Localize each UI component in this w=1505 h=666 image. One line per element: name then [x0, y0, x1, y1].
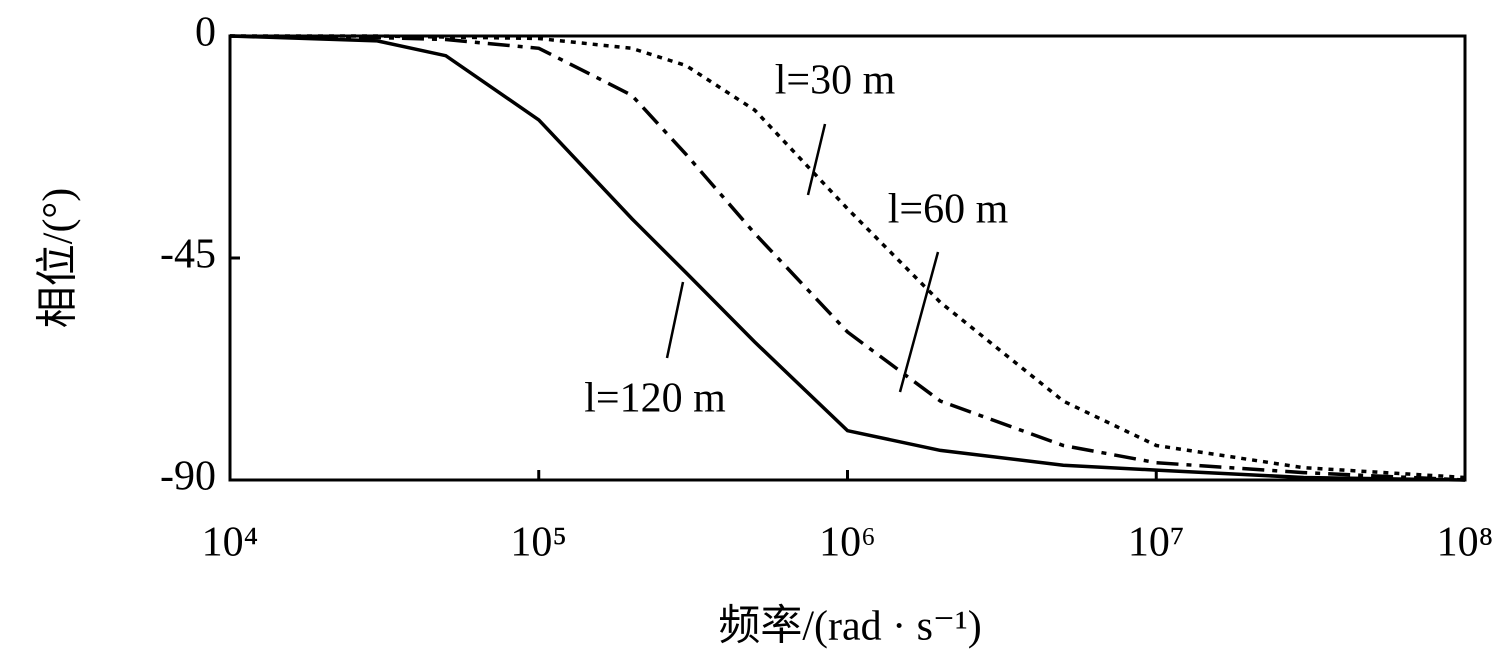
y-tick-label: 0: [195, 10, 216, 56]
x-tick-label: 10⁸: [1437, 520, 1494, 566]
x-tick-label: 10⁴: [202, 520, 259, 566]
series-annotation: l=60 m: [888, 187, 1009, 233]
leader-line: [898, 251, 940, 393]
x-tick-label: 10⁶: [819, 520, 876, 566]
x-tick-label: 10⁷: [1128, 520, 1185, 566]
leader-line: [806, 123, 827, 196]
y-tick-label: -45: [160, 232, 216, 278]
y-tick-label: -90: [160, 454, 216, 500]
x-axis-label: 频率/(rad · s⁻¹): [718, 603, 981, 650]
series-line: [229, 34, 1466, 482]
x-tick-label: 10⁵: [510, 520, 567, 566]
leader-line: [665, 281, 685, 359]
y-axis-label: 相位/(°): [35, 188, 82, 328]
series-line: [230, 34, 1466, 480]
series-annotation: l=120 m: [584, 376, 726, 422]
series-annotation: l=30 m: [775, 58, 896, 104]
series-line: [229, 34, 1466, 482]
